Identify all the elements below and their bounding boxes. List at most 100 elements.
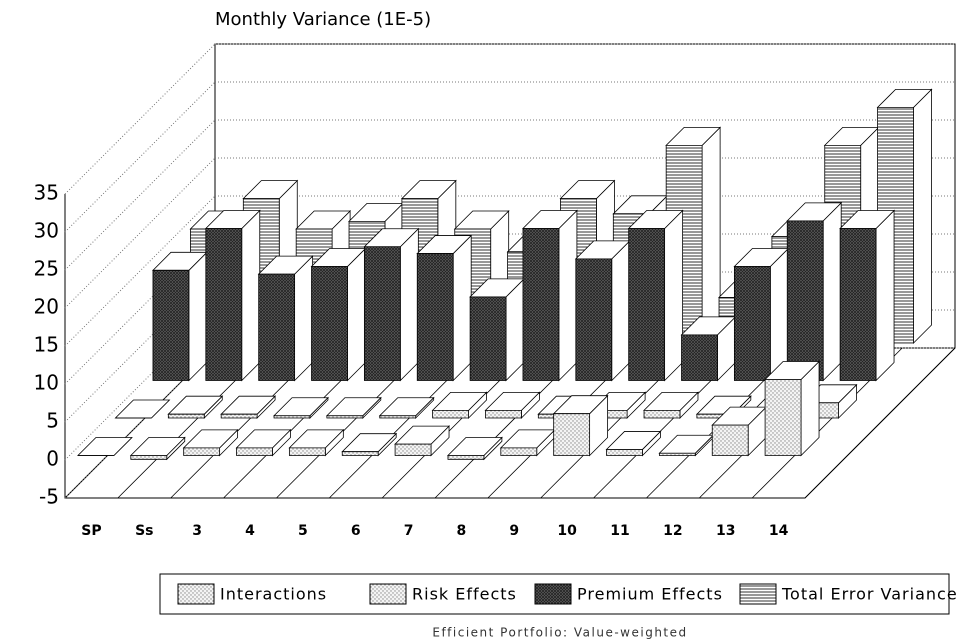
bar: [288, 428, 345, 457]
bar-face: [913, 88, 932, 344]
y-tick-label: 15: [34, 333, 59, 357]
bar-face: [399, 227, 419, 382]
bar-face: [220, 413, 258, 419]
bar-face: [733, 266, 771, 381]
legend-label: Premium Effects: [577, 585, 723, 604]
bar-face: [452, 234, 472, 382]
x-tick-label: 7: [404, 523, 414, 539]
bar-face: [241, 209, 261, 382]
grid-line: [64, 81, 216, 233]
y-tick-label: 35: [34, 181, 59, 205]
y-tick-label: 10: [34, 371, 59, 395]
bar: [310, 247, 367, 382]
x-tick-label: Ss: [135, 523, 153, 539]
bar-face: [558, 209, 578, 382]
bar-face: [628, 228, 666, 381]
bar-face: [416, 253, 454, 381]
bar-face: [553, 413, 591, 456]
bar: [786, 201, 843, 382]
bar: [484, 391, 541, 419]
bar: [499, 428, 556, 457]
bar-face: [769, 247, 789, 382]
bar-face: [822, 201, 842, 382]
bar-face: [764, 379, 802, 456]
x-tick-label: 13: [716, 523, 735, 539]
bar-face: [76, 437, 133, 456]
y-tick-label: 5: [46, 409, 59, 433]
bar-face: [311, 266, 348, 381]
bar-face: [288, 447, 326, 456]
bar: [446, 436, 503, 461]
bar-face: [347, 247, 366, 382]
bar-face: [152, 269, 190, 381]
bar: [204, 209, 261, 382]
legend-label: Total Error Variance: [781, 585, 958, 604]
legend-swatch: [739, 583, 777, 605]
bar-face: [205, 228, 243, 381]
x-tick-label: 5: [298, 523, 308, 539]
x-tick-label: SP: [81, 523, 101, 539]
bar: [129, 436, 186, 461]
bar-face: [500, 447, 538, 456]
bar: [220, 395, 277, 419]
bar-face: [394, 443, 432, 456]
bar-face: [294, 255, 314, 382]
bar-face: [643, 409, 681, 419]
legend-label: Risk Effects: [412, 585, 517, 604]
bar-face: [701, 126, 721, 344]
bar-face: [130, 455, 168, 460]
x-tick-label: 9: [509, 523, 519, 539]
bar: [182, 428, 239, 457]
bar: [839, 209, 896, 382]
bar-face: [875, 209, 895, 382]
x-tick-label: 11: [610, 523, 629, 539]
legend-swatch: [534, 583, 572, 605]
bar-face: [658, 452, 696, 456]
bar-face: [379, 415, 417, 419]
bar-face: [363, 246, 401, 381]
x-tick-label: 3: [192, 523, 202, 539]
legend-swatch: [369, 583, 407, 605]
bar: [658, 434, 715, 457]
bar-face: [114, 399, 171, 419]
bar: [235, 428, 292, 457]
bar: [469, 277, 526, 382]
x-tick-label: 12: [663, 523, 682, 539]
bar-face: [522, 228, 560, 381]
bar: [114, 399, 171, 419]
bar-face: [664, 209, 684, 382]
bar-face: [432, 409, 469, 419]
bar: [627, 209, 684, 382]
bar: [680, 315, 737, 382]
bar: [431, 391, 488, 419]
bar-face: [711, 424, 749, 456]
bar: [521, 209, 578, 382]
bar-face: [236, 447, 273, 456]
bar: [552, 394, 609, 457]
bar-face: [681, 334, 718, 381]
x-tick-label: 10: [557, 523, 577, 539]
bar-face: [326, 415, 364, 419]
bar: [363, 227, 420, 382]
bar: [273, 396, 329, 419]
bar: [764, 360, 821, 457]
bar: [378, 396, 435, 419]
bar: [76, 437, 133, 456]
x-tick-label: 4: [245, 523, 255, 539]
y-tick-label: 0: [46, 447, 59, 471]
y-tick-label: -5: [39, 485, 59, 509]
bar-face: [575, 258, 613, 381]
legend-swatch: [177, 583, 215, 605]
bar: [151, 251, 208, 382]
bar-face: [447, 455, 485, 460]
bar-face: [485, 409, 522, 419]
bar: [341, 432, 398, 457]
x-tick-label: 6: [351, 523, 361, 539]
floor-line: [804, 347, 956, 499]
bar-face: [183, 447, 221, 456]
bar: [733, 247, 790, 382]
y-tick-label: 25: [34, 257, 59, 281]
bar-face: [341, 451, 379, 456]
x-tick-label: 8: [457, 523, 467, 539]
bar-face: [839, 228, 877, 381]
